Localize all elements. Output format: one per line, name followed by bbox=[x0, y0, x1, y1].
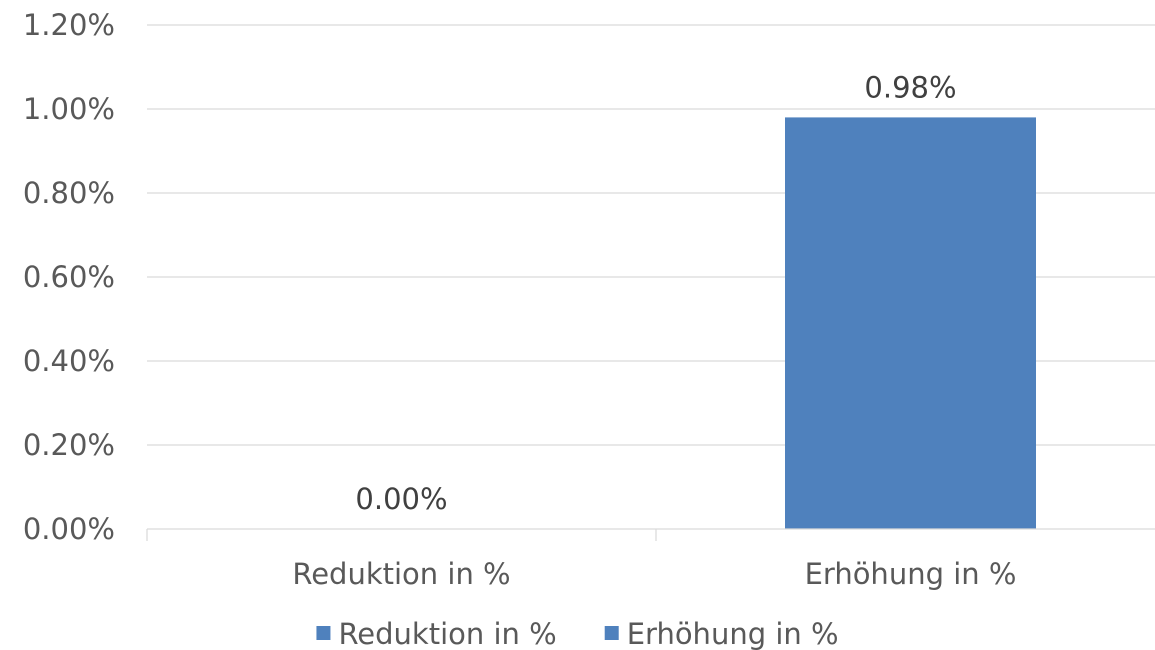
x-tick-label: Erhöhung in % bbox=[805, 557, 1017, 591]
data-label: 0.98% bbox=[864, 70, 956, 104]
y-axis-tick-labels: 0.00% 0.20% 0.40% 0.60% 0.80% 1.00% 1.20% bbox=[23, 8, 115, 546]
y-tick-label: 0.80% bbox=[23, 176, 115, 210]
x-tick-label: Reduktion in % bbox=[292, 557, 510, 591]
y-tick-label: 1.20% bbox=[23, 8, 115, 42]
y-tick-label: 1.00% bbox=[23, 92, 115, 126]
x-axis-tick-labels: Reduktion in % Erhöhung in % bbox=[292, 557, 1016, 591]
legend: Reduktion in % Erhöhung in % bbox=[316, 617, 839, 650]
y-tick-label: 0.20% bbox=[23, 428, 115, 462]
y-tick-label: 0.40% bbox=[23, 344, 115, 378]
legend-swatch bbox=[604, 626, 619, 640]
y-tick-label: 0.60% bbox=[23, 260, 115, 294]
bar bbox=[785, 117, 1036, 530]
bars bbox=[785, 117, 1036, 530]
y-tick-label: 0.00% bbox=[23, 512, 115, 546]
legend-swatch bbox=[316, 626, 331, 640]
legend-label: Reduktion in % bbox=[338, 617, 556, 650]
x-axis bbox=[146, 528, 1155, 541]
data-labels: 0.00% 0.98% bbox=[355, 70, 956, 516]
data-label: 0.00% bbox=[355, 482, 447, 516]
legend-label: Erhöhung in % bbox=[627, 617, 839, 650]
